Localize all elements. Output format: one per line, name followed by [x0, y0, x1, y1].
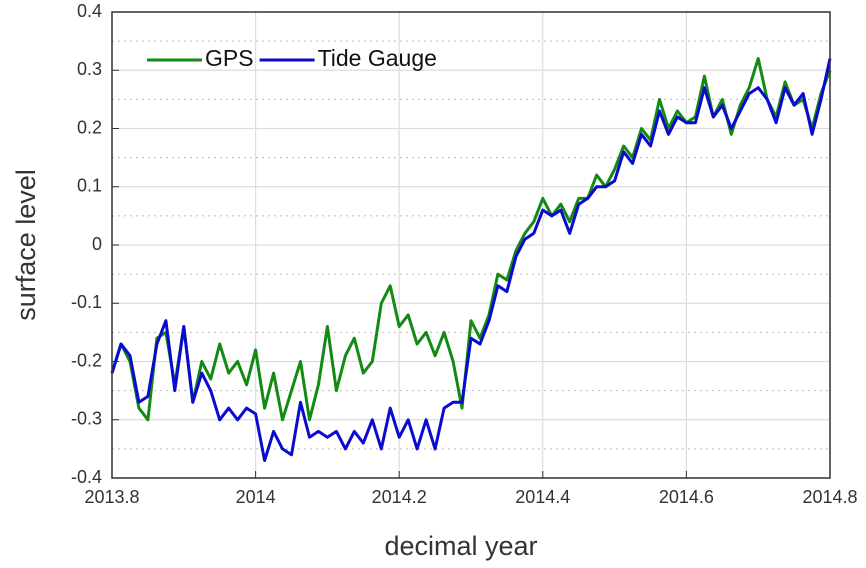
x-tick-label: 2014.6 — [659, 487, 714, 507]
series-line — [110, 58, 832, 462]
y-tick-label: 0.4 — [77, 1, 102, 21]
y-tick-label: -0.4 — [71, 467, 102, 487]
series-line — [110, 57, 832, 422]
plot-frame — [111, 11, 831, 479]
x-tick-label: 2013.8 — [84, 487, 139, 507]
y-axis-label: surface level — [11, 169, 41, 321]
y-tick-label: 0.3 — [77, 59, 102, 79]
x-tick-label: 2014.8 — [802, 487, 857, 507]
legend-label: GPS — [205, 45, 254, 71]
x-axis-label: decimal year — [384, 531, 537, 561]
x-tick-label: 2014 — [236, 487, 276, 507]
x-tick-label: 2014.4 — [515, 487, 570, 507]
y-tick-label: -0.3 — [71, 409, 102, 429]
y-tick-label: 0.2 — [77, 117, 102, 137]
x-tick-label: 2014.2 — [372, 487, 427, 507]
y-tick-label: 0.1 — [77, 176, 102, 196]
y-tick-label: -0.1 — [71, 292, 102, 312]
legend-label: Tide Gauge — [318, 45, 437, 71]
y-tick-label: -0.2 — [71, 350, 102, 370]
y-tick-label: 0 — [92, 234, 102, 254]
